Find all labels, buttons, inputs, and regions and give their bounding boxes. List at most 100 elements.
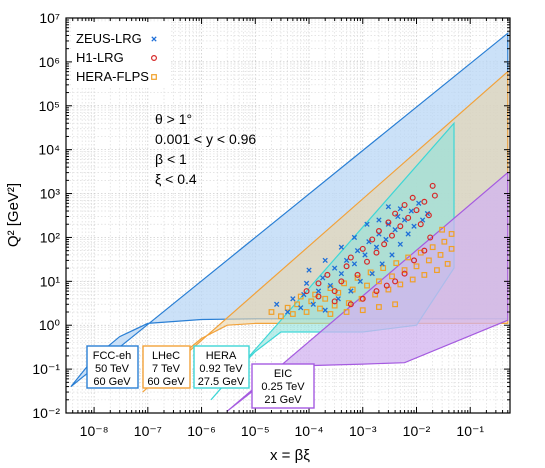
y-tick-label: 10⁻² — [32, 405, 60, 421]
data-point-x — [364, 221, 370, 227]
y-tick-label: 10⁴ — [38, 142, 60, 158]
data-point-square — [421, 272, 428, 278]
data-point-x — [320, 275, 326, 281]
data-point-square — [439, 226, 446, 233]
data-point-x — [405, 231, 411, 237]
data-point-square — [444, 260, 451, 267]
y-tick-label: 10³ — [40, 186, 61, 202]
data-point-square — [389, 273, 395, 280]
data-point-x — [338, 270, 345, 277]
data-point-x — [343, 257, 350, 264]
data-point-square — [278, 313, 284, 320]
data-point-square — [364, 282, 370, 289]
data-point-x — [397, 241, 403, 247]
hera-proton-energy: 0.92 TeV — [199, 363, 243, 375]
y-tick-label: 10⁻¹ — [32, 361, 60, 377]
data-point-square — [268, 309, 275, 315]
data-point-circle — [405, 214, 412, 221]
data-point-circle — [364, 258, 371, 265]
data-point-x — [373, 244, 380, 250]
data-point-circle — [324, 271, 331, 278]
eic-proton-energy: 0.25 TeV — [261, 381, 305, 393]
data-point-circle — [338, 278, 345, 285]
fcc-name: FCC-eh — [93, 350, 132, 362]
data-point-x — [348, 288, 354, 294]
data-point-circle — [315, 293, 322, 300]
data-point-x — [389, 252, 395, 258]
data-point-x — [322, 307, 328, 313]
data-point-x — [315, 288, 322, 294]
data-point-square — [322, 295, 329, 302]
data-point-square — [380, 265, 387, 272]
data-point-circle — [354, 271, 361, 278]
data-point-square — [289, 311, 296, 317]
x-tick-label: 10⁻⁸ — [80, 423, 109, 439]
data-point-x — [354, 247, 361, 254]
x-tick-label: 10⁻⁵ — [241, 423, 270, 439]
data-point-circle — [392, 210, 399, 217]
data-point-circle — [347, 301, 354, 308]
data-point-circle — [331, 288, 338, 295]
data-point-circle — [303, 288, 310, 295]
fcc-electron-energy: 60 GeV — [93, 376, 131, 388]
hera-name: HERA — [206, 350, 237, 362]
data-point-square — [327, 311, 334, 317]
data-point-x — [392, 227, 398, 233]
legend-markers — [151, 36, 158, 80]
data-point-x — [351, 261, 358, 267]
data-point-square — [372, 291, 379, 298]
data-point-x — [385, 204, 392, 210]
hera-electron-energy: 27.5 GeV — [198, 376, 245, 388]
data-point-square — [429, 244, 436, 251]
y-tick-label: 10⁵ — [39, 98, 60, 114]
axis-ticks: 10⁻⁸ 10⁻⁷ 10⁻⁶ 10⁻⁵ 10⁻⁴ 10⁻³ 10⁻² 10⁻¹ 10⁻² 10⁻¹… — [32, 10, 510, 439]
data-point-square — [359, 307, 366, 314]
annotation-theta: θ > 1° — [155, 111, 192, 127]
data-point-square — [401, 267, 408, 274]
data-point-x — [357, 278, 363, 284]
data-point-x — [376, 217, 382, 223]
data-point-circle — [373, 288, 380, 295]
data-point-square — [376, 278, 382, 285]
data-point-x — [290, 296, 296, 302]
x-tick-label: 10⁻⁶ — [187, 423, 216, 439]
x-tick-label: 10⁻⁴ — [295, 423, 324, 439]
fcc-proton-energy: 50 TeV — [95, 363, 130, 375]
data-point-square — [413, 263, 420, 270]
data-point-circle — [359, 245, 366, 252]
data-point-circle — [331, 298, 338, 305]
data-point-circle — [421, 247, 428, 254]
annotations: θ > 1° 0.001 < y < 0.96 β < 1 ξ < 0.4 — [155, 111, 256, 187]
label-box-fcc: FCC-eh 50 TeV 60 GeV — [86, 345, 139, 389]
data-point-x — [397, 206, 403, 212]
x-tick-label: 10⁻¹ — [456, 423, 484, 439]
data-point-circle — [401, 201, 408, 208]
data-point-x — [416, 200, 422, 206]
data-point-square — [393, 260, 400, 267]
data-point-x — [306, 267, 312, 273]
data-point-square — [409, 276, 416, 283]
data-point-x — [362, 252, 368, 258]
y-tick-label: 10⁶ — [39, 54, 60, 70]
lhec-electron-energy: 60 GeV — [147, 376, 185, 388]
label-box-eic: EIC 0.25 TeV 21 GeV — [251, 363, 315, 409]
data-point-square — [308, 298, 315, 305]
data-point-circle — [347, 254, 354, 261]
data-point-square — [437, 252, 444, 258]
annotation-xi: ξ < 0.4 — [155, 171, 197, 187]
data-point-circle — [375, 228, 382, 235]
data-point-circle — [343, 263, 350, 270]
label-box-hera: HERA 0.92 TeV 27.5 GeV — [193, 345, 250, 389]
legend-label-hera-flps: HERA-FLPS — [76, 69, 149, 84]
data-point-circle — [417, 221, 424, 228]
lhec-name: LHeC — [152, 350, 180, 362]
y-tick-label: 10⁷ — [39, 10, 60, 26]
legend: ZEUS-LRG H1-LRG HERA-FLPS — [72, 22, 170, 86]
data-point-x — [408, 208, 414, 214]
data-point-circle — [392, 278, 399, 285]
y-tick-label: 10⁰ — [39, 317, 61, 333]
data-point-square — [294, 301, 301, 308]
data-point-x — [284, 309, 291, 315]
lhec-proton-energy: 7 TeV — [152, 363, 181, 375]
